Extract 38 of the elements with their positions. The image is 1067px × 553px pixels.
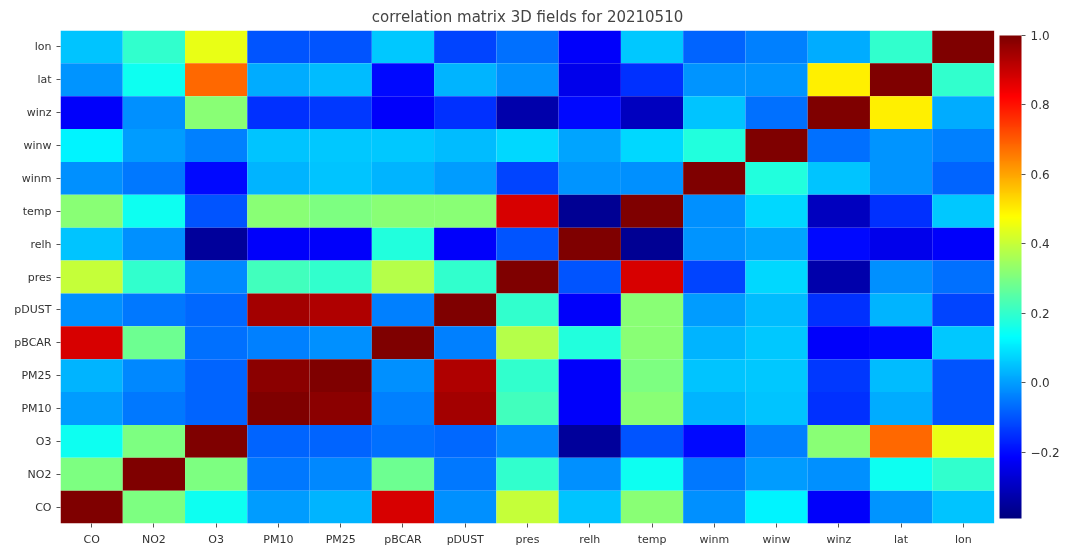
y-tick-label: pDUST xyxy=(14,303,52,317)
y-tick-label: winm xyxy=(21,171,52,185)
y-tick-label: PM10 xyxy=(21,401,52,415)
color-bar-label: 0.8 xyxy=(1030,98,1050,113)
x-tick-label: NO2 xyxy=(141,532,166,546)
color-bar-label: 0.6 xyxy=(1030,167,1050,182)
x-tick-label: CO xyxy=(83,532,101,546)
y-tick-label: O3 xyxy=(35,434,52,448)
x-tick-label: winm xyxy=(699,532,730,546)
color-bar-label: 1.0 xyxy=(1030,29,1050,43)
x-tick-label: pres xyxy=(515,532,540,546)
y-tick-label: PM25 xyxy=(21,369,52,383)
color-bar-label: −0.2 xyxy=(1030,445,1060,460)
x-tick-label: pBCAR xyxy=(384,532,422,546)
chart-title: correlation matrix 3D fields for 20210510 xyxy=(371,7,684,26)
y-tick-label: winz xyxy=(26,106,52,120)
y-tick-label: winw xyxy=(23,139,52,153)
y-tick-label: relh xyxy=(30,237,52,251)
x-tick-label: lat xyxy=(894,532,909,546)
y-tick-label: temp xyxy=(22,204,52,218)
color-bar-label: 0.2 xyxy=(1030,306,1050,321)
color-bar-label: 0.4 xyxy=(1030,237,1050,252)
x-tick-label: PM25 xyxy=(325,532,356,546)
y-tick-label: pres xyxy=(27,270,52,284)
y-tick-label: lat xyxy=(37,73,53,87)
x-tick-label: temp xyxy=(637,532,667,546)
x-tick-label: winz xyxy=(826,532,852,546)
x-tick-label: O3 xyxy=(208,532,225,546)
y-tick-label: lon xyxy=(34,40,52,54)
x-tick-label: relh xyxy=(579,532,601,546)
x-tick-label: lon xyxy=(954,532,972,546)
color-bar-label: 0.0 xyxy=(1030,376,1050,391)
x-tick-label: pDUST xyxy=(446,532,485,546)
y-tick-label: pBCAR xyxy=(14,336,52,350)
x-tick-label: winw xyxy=(762,532,791,546)
x-tick-label: PM10 xyxy=(263,532,294,546)
y-tick-label: CO xyxy=(35,500,52,514)
y-tick-label: NO2 xyxy=(27,467,52,481)
